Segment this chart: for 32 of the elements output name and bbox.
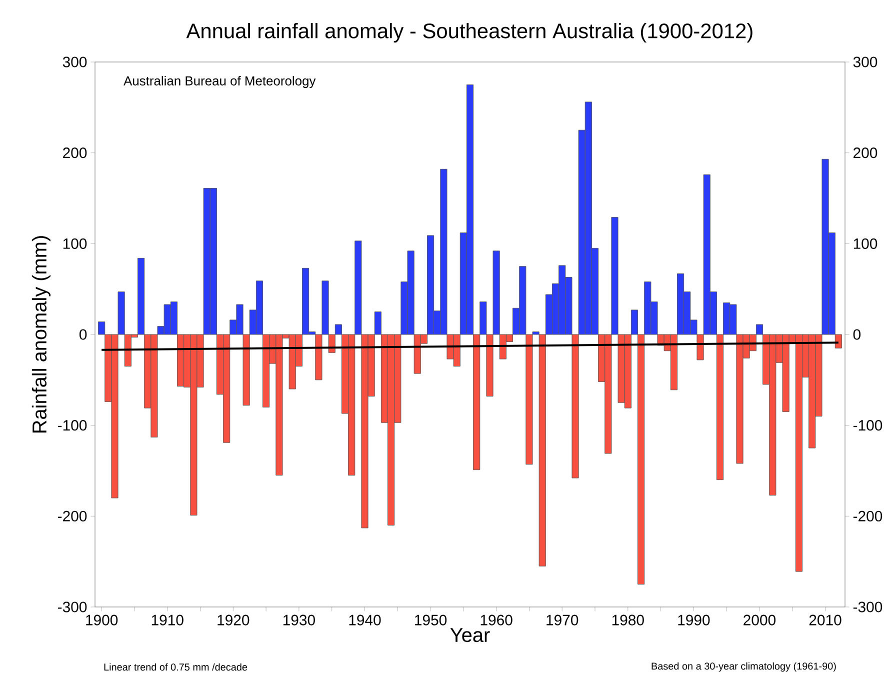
x-tick-label: 1930	[283, 614, 315, 626]
x-tick-label: 1900	[86, 614, 118, 626]
y2-tick-label: 300	[853, 56, 878, 68]
x-tick-label: 1960	[480, 614, 512, 626]
text: Based on a 30-year climatology (1961-90)	[652, 662, 836, 672]
x-tick-label: 1910	[152, 614, 184, 626]
y-axis-title: Rainfall anomaly (mm)	[32, 236, 50, 432]
annotation: Australian Bureau of Meteorology	[124, 76, 316, 88]
x-tick-label: 1950	[415, 614, 447, 626]
x-tick-label: 2000	[744, 614, 776, 626]
text: Linear trend of 0.75 mm /decade	[104, 663, 248, 671]
y-tick-label: -200	[58, 510, 87, 522]
x-tick-label: 2010	[809, 614, 842, 626]
y2-tick-label: 100	[854, 238, 878, 249]
x-axis-title: Year	[450, 628, 490, 642]
x-tick-label: 1920	[218, 614, 250, 626]
x-tick-label: 1940	[349, 614, 381, 626]
x-tick-label: 1970	[546, 614, 578, 626]
y2-tick-label: -300	[853, 602, 882, 612]
y2-tick-label: 0	[853, 329, 861, 340]
y2-tick-label: 200	[854, 148, 878, 158]
y2-tick-label: -200	[853, 510, 882, 522]
y-tick-label: 0	[80, 329, 87, 340]
y2-tick-label: -100	[853, 420, 882, 431]
x-tick-label: 1980	[612, 614, 644, 626]
chart-title: Annual rainfall anomaly - Southeastern Australia (1900-2012)	[186, 22, 752, 42]
y-tick-label: 100	[63, 238, 87, 249]
x-tick-label: 1990	[678, 614, 710, 626]
y-tick-label: 200	[63, 148, 87, 158]
y-tick-label: -300	[58, 602, 87, 612]
y-tick-label: 300	[62, 56, 87, 68]
y-tick-label: -100	[58, 420, 87, 431]
